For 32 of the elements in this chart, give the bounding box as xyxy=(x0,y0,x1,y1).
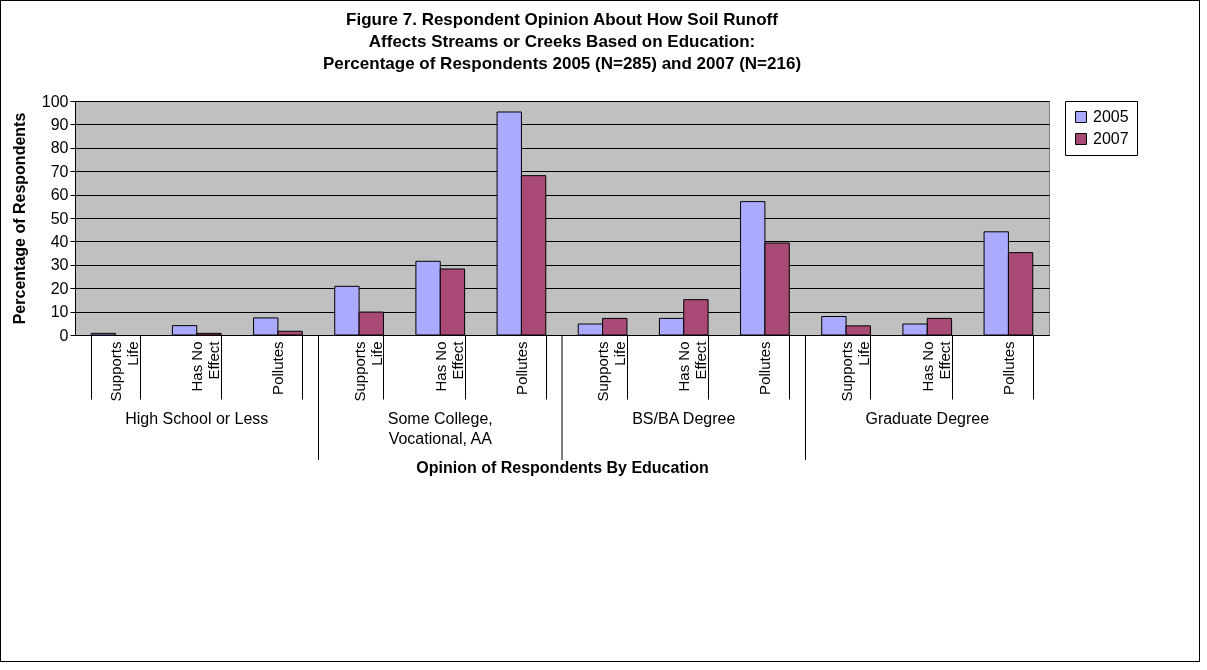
x-tick-label: Supports Life xyxy=(107,341,142,402)
y-tick-label: 40 xyxy=(50,232,69,250)
y-tick-label: 20 xyxy=(50,279,69,297)
x-tick-label: Supports Life xyxy=(594,341,629,402)
y-tick-label: 80 xyxy=(50,139,69,157)
chart-title: Figure 7. Respondent Opinion About How Soil Runoff Affects Streams or Creeks Based on Education: Percentage of Respondents 2005 (N=285) and 2007 (N=216) xyxy=(322,10,802,73)
y-axis-title: Percentage of Respondents xyxy=(10,112,28,325)
x-tick-label: Pollutes xyxy=(756,341,774,395)
x-axis-title: Opinion of Respondents By Education xyxy=(416,458,709,476)
y-tick-label: 50 xyxy=(50,209,69,227)
x-tick-label: Has No Effect xyxy=(188,340,223,392)
y-tick-label: 0 xyxy=(59,326,69,344)
legend-label: 2005 xyxy=(1093,108,1129,125)
y-tick-label: 70 xyxy=(50,162,69,180)
y-tick-label: 100 xyxy=(41,92,69,110)
x-tick-label: Has No Effect xyxy=(431,340,466,392)
text: Graduate Degree xyxy=(865,410,990,427)
x-tick-label: Has No Effect xyxy=(918,340,953,392)
x-tick-label: Has No Effect xyxy=(675,340,710,392)
x-tick-label: Pollutes xyxy=(999,341,1017,395)
text: High School or Less xyxy=(125,410,269,427)
x-tick-label: Supports Life xyxy=(837,341,872,402)
y-tick-label: 30 xyxy=(50,256,69,274)
y-tick-label: 90 xyxy=(50,115,69,133)
text: Some College, Vocational, AA xyxy=(387,410,493,447)
text: BS/BA Degree xyxy=(632,410,736,427)
y-tick-label: 60 xyxy=(50,186,69,204)
x-tick-label: Pollutes xyxy=(512,341,530,395)
y-tick-label: 10 xyxy=(50,303,69,321)
legend-label: 2007 xyxy=(1093,130,1129,147)
x-tick-label: Supports Life xyxy=(350,341,385,402)
x-tick-label: Pollutes xyxy=(269,341,287,395)
